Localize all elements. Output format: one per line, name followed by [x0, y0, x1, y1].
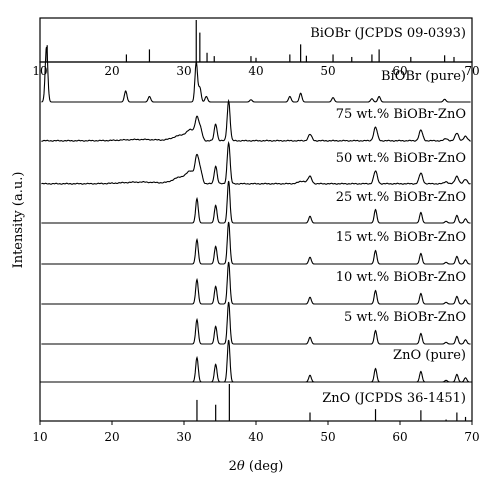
trace-4: [41, 221, 471, 265]
x-axis-label-suffix: (deg): [245, 459, 284, 474]
top-tick-label-20: 20: [104, 64, 119, 78]
trace-label-1: 75 wt.% BiOBr-ZnO: [336, 107, 466, 122]
y-axis-label: Intensity (a.u.): [11, 172, 26, 269]
bottom-reference-label: ZnO (JCPDS 36-1451): [322, 391, 466, 406]
trace-label-0: BiOBr (pure): [381, 69, 466, 84]
x-axis-label-prefix: 2: [229, 459, 237, 474]
diffraction-traces: BiOBr (pure) 75 wt.% BiOBr-ZnO 50 wt.% BiO…: [41, 46, 471, 383]
bottom-reference-sticks: [196, 384, 467, 421]
x-tick-label-60: 60: [392, 430, 407, 444]
top-tick-label-60: 60: [392, 64, 407, 78]
trace-label-6: 5 wt.% BiOBr-ZnO: [344, 310, 466, 325]
trace-label-3: 25 wt.% BiOBr-ZnO: [336, 190, 466, 205]
trace-label-5: 10 wt.% BiOBr-ZnO: [336, 270, 466, 285]
trace-5: [41, 261, 471, 305]
x-tick-label-40: 40: [248, 430, 263, 444]
trace-6: [41, 301, 471, 345]
x-tick-label-30: 30: [176, 430, 191, 444]
top-tick-label-40: 40: [248, 64, 263, 78]
trace-3: [41, 180, 471, 224]
trace-label-7: ZnO (pure): [393, 348, 466, 363]
top-reference-label: BiOBr (JCPDS 09-0393): [310, 26, 466, 41]
x-tick-label-70: 70: [464, 430, 479, 444]
x-axis-tick-labels: 10 20 30 40 50 60 70: [32, 421, 480, 444]
top-tick-label-30: 30: [176, 64, 191, 78]
x-tick-label-20: 20: [104, 430, 119, 444]
top-reference-sticks: [46, 20, 455, 62]
trace-0: [41, 46, 471, 103]
x-axis-label-symbol: θ: [237, 459, 245, 474]
x-tick-label-50: 50: [320, 430, 335, 444]
trace-1: [41, 98, 471, 142]
x-tick-label-10: 10: [32, 430, 47, 444]
top-tick-label-50: 50: [320, 64, 335, 78]
x-axis-label: 2θ (deg): [229, 459, 284, 474]
trace-label-2: 50 wt.% BiOBr-ZnO: [336, 151, 466, 166]
trace-label-4: 15 wt.% BiOBr-ZnO: [336, 230, 466, 245]
trace-7: [41, 339, 471, 383]
trace-2: [41, 140, 471, 185]
